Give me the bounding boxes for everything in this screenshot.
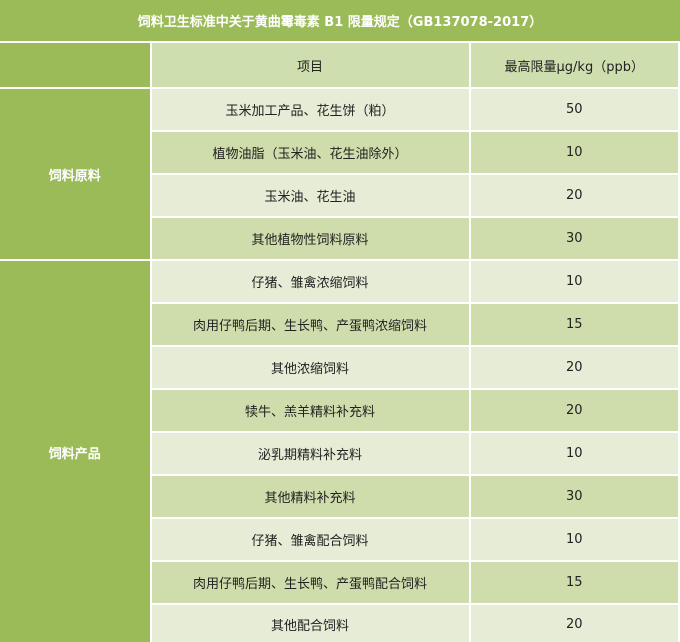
limit-cell: 50 (470, 89, 678, 130)
header-limit: 最高限量μg/kg（ppb） (470, 43, 678, 87)
item-cell: 玉米加工产品、花生饼（粕） (151, 89, 469, 130)
table-row: 其他浓缩饲料 20 (0, 347, 678, 388)
limit-cell: 30 (470, 218, 678, 259)
category-cell: 饲料产品 (0, 261, 150, 642)
table-row: 玉米油、花生油 20 (0, 175, 678, 216)
table-row: 植物油脂（玉米油、花生油除外） 10 (0, 132, 678, 173)
table-row: 其他植物性饲料原料 30 (0, 218, 678, 259)
table-row: 肉用仔鸭后期、生长鸭、产蛋鸭浓缩饲料 15 (0, 304, 678, 345)
item-cell: 泌乳期精料补充料 (151, 433, 469, 474)
aflatoxin-limit-table: 项目 最高限量μg/kg（ppb） 饲料原料 玉米加工产品、花生饼（粕） 50 植物油… (0, 41, 680, 642)
table-row: 仔猪、雏禽配合饲料 10 (0, 519, 678, 560)
limit-cell: 30 (470, 476, 678, 517)
header-item: 项目 (151, 43, 469, 87)
item-cell: 仔猪、雏禽配合饲料 (151, 519, 469, 560)
category-cell: 饲料原料 (0, 89, 150, 259)
table-title: 饲料卫生标准中关于黄曲霉毒素 B1 限量规定（GB137078-2017） (0, 0, 680, 41)
item-cell: 其他配合饲料 (151, 605, 469, 642)
table-row: 饲料产品 仔猪、雏禽浓缩饲料 10 (0, 261, 678, 642)
limit-cell: 20 (470, 175, 678, 216)
table-row: 其他精料补充料 30 (0, 476, 678, 517)
item-cell: 植物油脂（玉米油、花生油除外） (151, 132, 469, 173)
header-category (0, 43, 150, 87)
item-cell: 肉用仔鸭后期、生长鸭、产蛋鸭配合饲料 (151, 562, 469, 603)
item-cell: 其他精料补充料 (151, 476, 469, 517)
item-cell: 玉米油、花生油 (151, 175, 469, 216)
table-row: 肉用仔鸭后期、生长鸭、产蛋鸭配合饲料 15 (0, 562, 678, 603)
limit-cell: 20 (470, 390, 678, 431)
table-row: 泌乳期精料补充料 10 (0, 433, 678, 474)
limit-cell: 15 (470, 304, 678, 345)
limit-cell: 20 (470, 347, 678, 388)
table-row: 犊牛、羔羊精料补充料 20 (0, 390, 678, 431)
item-cell: 其他植物性饲料原料 (151, 218, 469, 259)
table-row: 饲料原料 玉米加工产品、花生饼（粕） 50 (0, 89, 678, 259)
item-cell: 其他浓缩饲料 (151, 347, 469, 388)
limit-cell: 10 (470, 519, 678, 560)
limit-cell: 10 (470, 132, 678, 173)
limit-cell: 15 (470, 562, 678, 603)
limit-cell: 10 (470, 261, 678, 302)
limit-cell: 20 (470, 605, 678, 642)
item-cell: 犊牛、羔羊精料补充料 (151, 390, 469, 431)
limit-cell: 10 (470, 433, 678, 474)
table-row: 其他配合饲料 20 (0, 605, 678, 642)
header-row: 项目 最高限量μg/kg（ppb） (0, 43, 678, 87)
item-cell: 肉用仔鸭后期、生长鸭、产蛋鸭浓缩饲料 (151, 304, 469, 345)
item-cell: 仔猪、雏禽浓缩饲料 (151, 261, 469, 302)
